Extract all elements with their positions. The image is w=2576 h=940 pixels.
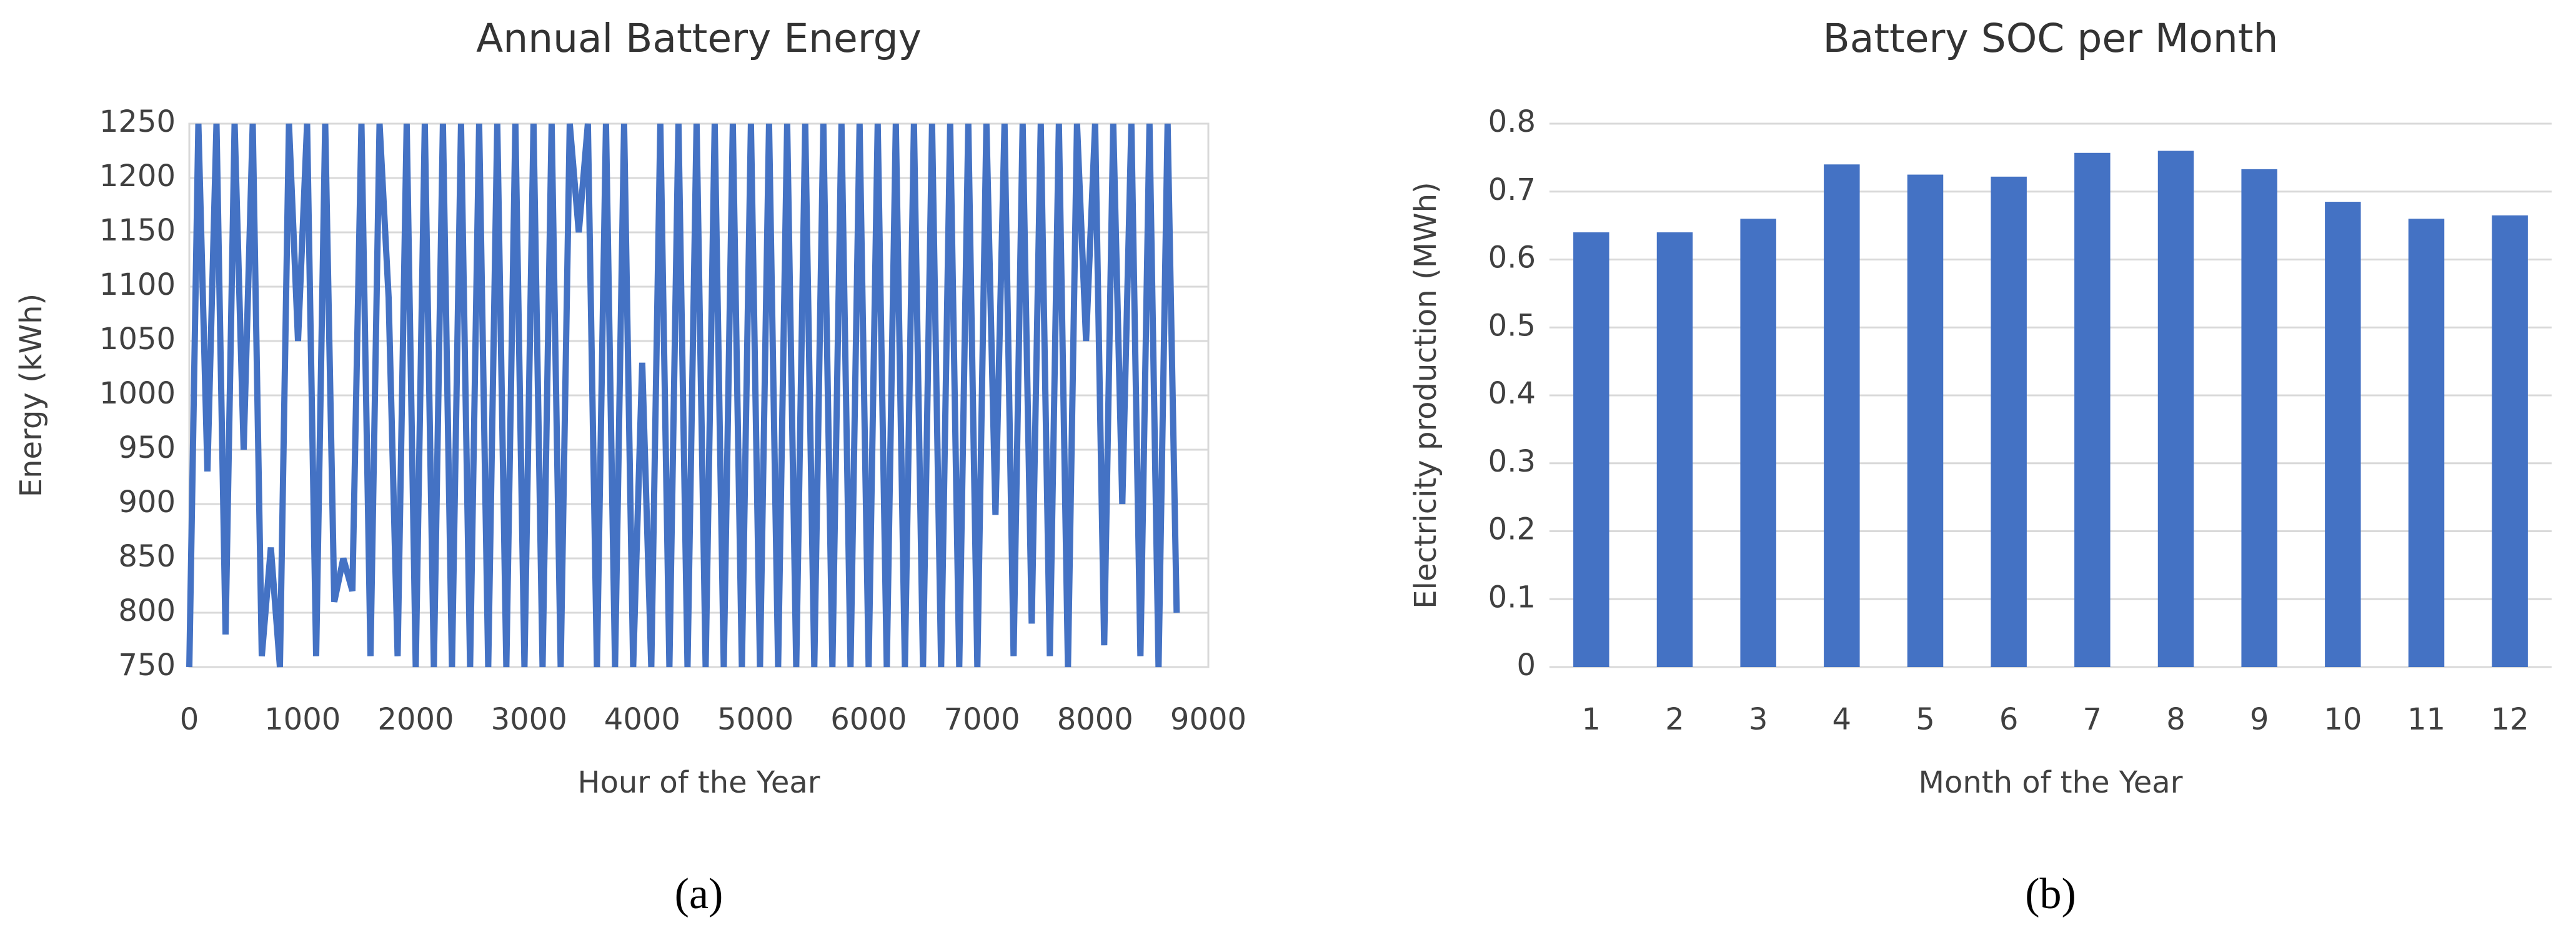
y-tick-label: 750	[118, 648, 176, 683]
y-tick-label: 0	[1516, 648, 1536, 683]
x-tick-label: 12	[2491, 702, 2529, 737]
y-tick-label: 0.8	[1488, 104, 1536, 139]
x-axis-label: Month of the Year	[1919, 765, 2183, 800]
bar	[2074, 152, 2111, 667]
x-tick-label: 1	[1582, 702, 1601, 737]
y-tick-label: 1150	[99, 213, 176, 248]
x-tick-label: 0	[180, 702, 199, 737]
y-tick-label: 0.5	[1488, 308, 1536, 343]
x-tick-label: 3	[1749, 702, 1768, 737]
caption: (b)	[2025, 870, 2076, 918]
y-tick-label: 0.2	[1488, 512, 1536, 547]
bar	[2492, 215, 2528, 667]
x-tick-label: 4000	[604, 702, 680, 737]
x-tick-label: 5000	[717, 702, 793, 737]
y-tick-label: 0.1	[1488, 580, 1536, 615]
bar	[1656, 232, 1693, 667]
caption: (a)	[675, 870, 724, 918]
x-tick-label: 9000	[1170, 702, 1246, 737]
bar	[1907, 174, 1944, 667]
bar	[2241, 169, 2277, 667]
bar	[2157, 151, 2194, 667]
y-tick-label: 1100	[99, 267, 176, 302]
bar	[1824, 164, 1860, 667]
x-tick-label: 2000	[377, 702, 454, 737]
x-tick-label: 6000	[830, 702, 907, 737]
y-axis-label: Electricity production (MWh)	[1408, 182, 1443, 608]
bar	[1991, 176, 2027, 667]
y-tick-label: 0.6	[1488, 240, 1536, 275]
chart-title: Battery SOC per Month	[1823, 16, 2279, 61]
bar	[2325, 202, 2361, 667]
bar	[1740, 219, 1776, 667]
y-tick-label: 0.4	[1488, 376, 1536, 411]
bar	[1573, 232, 1609, 667]
x-axis-label: Hour of the Year	[577, 765, 820, 800]
bar	[2408, 219, 2445, 667]
chart-title: Annual Battery Energy	[476, 16, 922, 61]
x-tick-label: 3000	[491, 702, 567, 737]
y-tick-label: 900	[118, 485, 176, 520]
x-tick-label: 7000	[943, 702, 1020, 737]
y-axis-label: Energy (kWh)	[14, 294, 49, 497]
x-tick-label: 11	[2407, 702, 2445, 737]
x-tick-label: 2	[1665, 702, 1684, 737]
y-tick-label: 1250	[99, 104, 176, 139]
y-tick-label: 950	[118, 430, 176, 465]
x-tick-label: 7	[2083, 702, 2102, 737]
energy-line	[186, 123, 1180, 668]
x-tick-label: 9	[2250, 702, 2269, 737]
x-tick-label: 1000	[264, 702, 341, 737]
y-tick-label: 0.7	[1488, 172, 1536, 207]
y-tick-label: 850	[118, 539, 176, 574]
y-tick-label: 1000	[99, 376, 176, 411]
y-tick-label: 1200	[99, 159, 176, 194]
y-tick-label: 0.3	[1488, 444, 1536, 479]
x-tick-label: 5	[1916, 702, 1935, 737]
x-tick-label: 8	[2166, 702, 2186, 737]
x-tick-label: 8000	[1057, 702, 1133, 737]
x-tick-label: 10	[2324, 702, 2362, 737]
x-tick-label: 4	[1833, 702, 1852, 737]
y-tick-label: 800	[118, 593, 176, 628]
y-tick-label: 1050	[99, 322, 176, 357]
x-tick-label: 6	[1999, 702, 2019, 737]
